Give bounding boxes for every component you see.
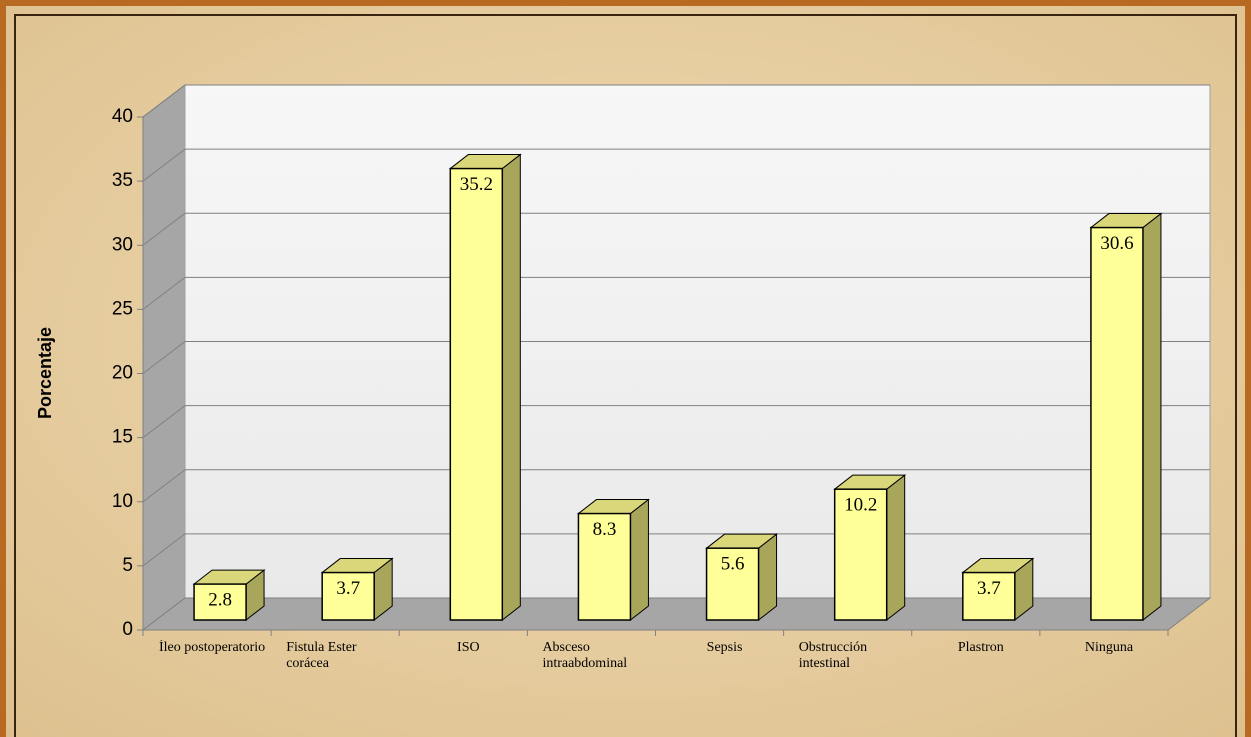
- x-tick-label: Plastron: [916, 640, 1046, 656]
- y-tick-label: 30: [112, 234, 133, 255]
- x-tick-label-text: ISO: [457, 640, 480, 655]
- data-label: 35.2: [460, 174, 493, 195]
- y-tick-label: 15: [112, 427, 133, 448]
- x-tick-label-box: Íleo postoperatorio: [147, 640, 277, 656]
- data-label: 30.6: [1100, 233, 1133, 254]
- bar: [449, 167, 504, 621]
- data-label: 3.7: [336, 578, 360, 599]
- x-tick-label: Ninguna: [1044, 640, 1174, 656]
- x-tick-label-text: Plastron: [957, 640, 1004, 655]
- x-tick-label-box: Ninguna: [1044, 640, 1174, 656]
- y-tick-label: 10: [112, 491, 133, 512]
- x-tick-label: Absceso intraabdominal: [531, 640, 661, 672]
- grid-line: [142, 212, 186, 246]
- bar-side: [1142, 212, 1162, 622]
- bar: [833, 488, 888, 621]
- x-tick-label-text: Ninguna: [1084, 640, 1134, 655]
- x-tick-label: Obstrucción intestinal: [788, 640, 918, 672]
- x-tick-label-text: Sepsis: [706, 640, 743, 655]
- grid-line: [142, 533, 186, 567]
- bar: [1090, 226, 1144, 621]
- bar-side: [758, 533, 778, 622]
- x-tick-label: Íleo postoperatorio: [147, 640, 277, 656]
- bar-side: [886, 474, 906, 622]
- x-tick-label-text: Íleo postoperatorio: [158, 640, 266, 655]
- bar-side: [501, 153, 521, 622]
- bar: [577, 512, 632, 621]
- x-tick-label: ISO: [403, 640, 533, 656]
- x-tick-label: Fistula Ester corácea: [275, 640, 405, 672]
- grid-line: [142, 84, 186, 118]
- grid-line: [142, 276, 186, 310]
- bar: [321, 571, 375, 621]
- y-tick-label: 0: [122, 619, 133, 640]
- bar: [705, 547, 760, 621]
- y-tick-label: 5: [122, 555, 133, 576]
- x-tick-label-box: ISO: [403, 640, 533, 656]
- inner-border: [14, 14, 1237, 737]
- data-label: 3.7: [977, 578, 1001, 599]
- x-tick-label-text: Obstrucción intestinal: [798, 640, 868, 671]
- grid-line: [142, 341, 186, 374]
- data-label: 8.3: [593, 519, 617, 540]
- y-tick-label: 35: [112, 170, 133, 191]
- y-tick-label: 20: [112, 363, 133, 384]
- data-label: 2.8: [208, 589, 232, 610]
- grid-line: [142, 148, 186, 182]
- floor: [141, 597, 1212, 631]
- y-tick-label: 40: [112, 106, 133, 127]
- y-axis-label: Porcentaje: [35, 327, 55, 419]
- data-label: 10.2: [844, 495, 877, 516]
- data-label: 5.6: [721, 554, 745, 575]
- bar: [193, 583, 247, 621]
- x-tick-label-box: Sepsis: [660, 640, 790, 656]
- x-tick-label-box: Obstrucción intestinal: [788, 640, 918, 672]
- x-tick-label-box: Plastron: [916, 640, 1046, 656]
- x-tick-label-box: Fistula Ester corácea: [275, 640, 405, 672]
- x-tick-label-text: Absceso intraabdominal: [542, 640, 628, 671]
- grid: [137, 84, 1210, 636]
- bar: [962, 571, 1016, 621]
- grid-line: [142, 469, 186, 503]
- y-tick-label: 25: [112, 298, 133, 319]
- x-tick-label-box: Absceso intraabdominal: [531, 640, 661, 672]
- bar-side: [629, 498, 649, 622]
- x-tick-label-text: Fistula Ester corácea: [286, 640, 357, 671]
- bars: 2.8 3.7 35.2 8.3 5.6 10.2 3.7 30.6: [192, 153, 1163, 622]
- x-tick-label: Sepsis: [660, 640, 790, 656]
- grid-line: [142, 405, 186, 439]
